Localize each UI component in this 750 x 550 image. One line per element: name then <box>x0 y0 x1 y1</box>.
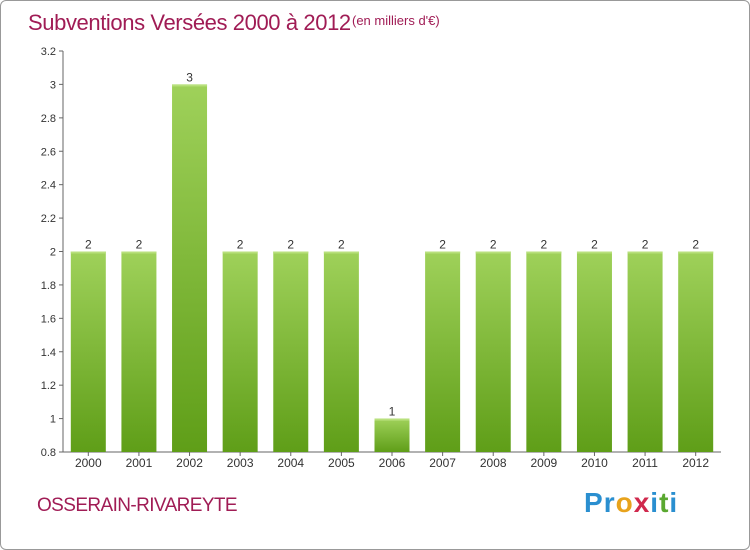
data-label: 2 <box>85 238 92 252</box>
bar-highlight <box>475 251 511 254</box>
data-label: 2 <box>136 238 143 252</box>
y-tick-label: 1.6 <box>41 313 56 325</box>
bar <box>323 251 359 452</box>
y-tick-label: 2.4 <box>41 180 56 192</box>
bar-highlight <box>172 84 208 87</box>
x-tick-label: 2009 <box>530 456 557 470</box>
chart-labels: 2 2000 2 2001 3 2002 2 2003 2 2004 2 2005 1 2006 2 2007… <box>75 70 709 470</box>
chart-subtitle: (en milliers d'€) <box>352 13 440 28</box>
bar-highlight <box>425 251 461 254</box>
y-tick-label: 1.4 <box>41 347 56 359</box>
bar <box>678 251 714 452</box>
data-label: 2 <box>287 238 294 252</box>
y-tick-label: 1 <box>50 414 56 426</box>
bar-highlight <box>323 251 359 254</box>
y-tick-label: 2 <box>50 247 56 259</box>
y-tick-label: 2.2 <box>41 213 56 225</box>
data-label: 2 <box>692 238 699 252</box>
bar <box>222 251 258 452</box>
bar <box>374 418 410 452</box>
y-tick-label: 1.2 <box>41 380 56 392</box>
y-tick-label: 1.8 <box>41 280 56 292</box>
data-label: 1 <box>389 405 396 419</box>
y-tick-label: 0.8 <box>41 447 56 459</box>
bar <box>526 251 562 452</box>
bar <box>425 251 461 452</box>
x-tick-label: 2006 <box>379 456 406 470</box>
x-tick-label: 2002 <box>176 456 203 470</box>
data-label: 2 <box>237 238 244 252</box>
bar <box>475 251 511 452</box>
y-tick-label: 3.2 <box>41 46 56 58</box>
x-tick-label: 2008 <box>480 456 507 470</box>
bar <box>121 251 157 452</box>
data-label: 2 <box>591 238 598 252</box>
data-label: 2 <box>338 238 345 252</box>
chart-title: Subventions Versées 2000 à 2012 <box>28 10 351 35</box>
bar-highlight <box>678 251 714 254</box>
x-tick-label: 2001 <box>126 456 153 470</box>
data-label: 2 <box>490 238 497 252</box>
bar-highlight <box>374 418 410 421</box>
logo-letter: x <box>633 487 651 518</box>
x-tick-label: 2005 <box>328 456 355 470</box>
bar-highlight <box>222 251 258 254</box>
bar-highlight <box>576 251 612 254</box>
x-tick-label: 2004 <box>277 456 304 470</box>
bar <box>70 251 106 452</box>
bar-highlight <box>121 251 157 254</box>
x-tick-label: 2011 <box>632 456 658 470</box>
x-tick-label: 2010 <box>581 456 608 470</box>
bar <box>576 251 612 452</box>
bar-highlight <box>526 251 562 254</box>
bar <box>172 84 208 453</box>
bar-highlight <box>627 251 663 254</box>
x-tick-label: 2000 <box>75 456 102 470</box>
logo-letter: P <box>584 487 604 518</box>
logo-letter: o <box>615 487 634 518</box>
x-tick-label: 2007 <box>429 456 456 470</box>
data-label: 3 <box>186 70 193 84</box>
y-tick-label: 3 <box>50 79 56 91</box>
data-label: 2 <box>439 238 446 252</box>
y-tick-label: 2.6 <box>41 146 56 158</box>
bar <box>273 251 309 452</box>
logo-letter: r <box>603 487 616 518</box>
data-label: 2 <box>541 238 548 252</box>
x-tick-label: 2003 <box>227 456 254 470</box>
x-tick-label: 2012 <box>682 456 709 470</box>
logo-letter: t <box>659 487 670 518</box>
logo-letter: i <box>669 487 679 518</box>
bar-highlight <box>70 251 106 254</box>
chart-bars <box>70 84 714 453</box>
proxiti-logo: Proxiti <box>584 487 678 519</box>
bar <box>627 251 663 452</box>
commune-name: OSSERAIN-RIVAREYTE <box>37 495 238 516</box>
bar-highlight <box>273 251 309 254</box>
logo-letter: i <box>650 487 660 518</box>
y-tick-label: 2.8 <box>41 113 56 125</box>
data-label: 2 <box>642 238 649 252</box>
